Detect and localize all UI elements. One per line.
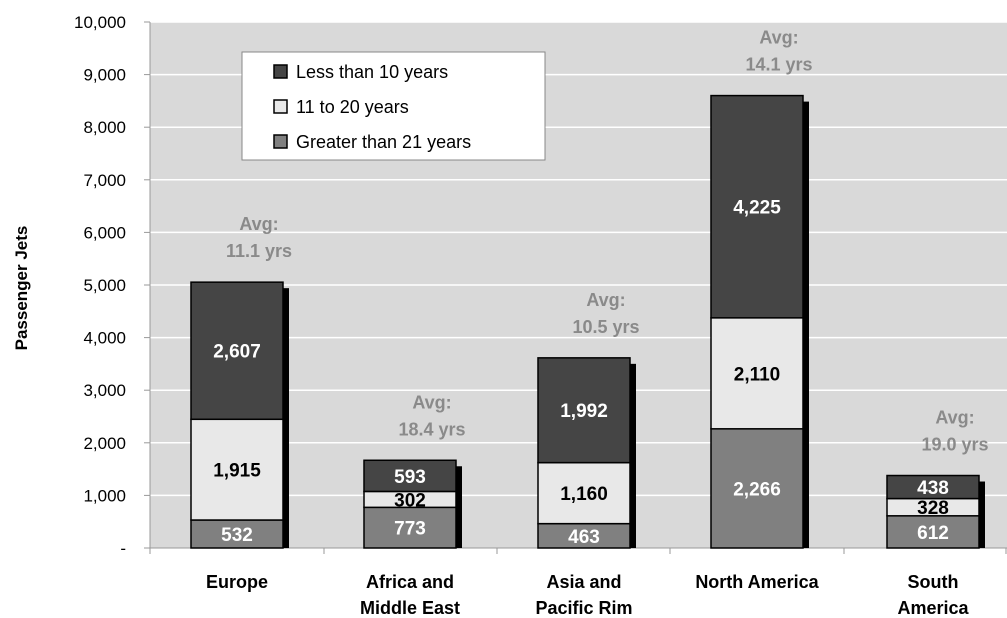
y-tick-label: 5,000 bbox=[83, 276, 126, 295]
legend-label: Greater than 21 years bbox=[296, 132, 471, 152]
data-label: 438 bbox=[917, 478, 949, 499]
legend-label: Less than 10 years bbox=[296, 62, 448, 82]
avg-annotation-value: 19.0 yrs bbox=[921, 435, 988, 455]
avg-annotation-value: 11.1 yrs bbox=[226, 241, 292, 261]
avg-annotation-label: Avg: bbox=[412, 392, 451, 412]
y-axis-title: Passenger Jets bbox=[12, 226, 31, 351]
legend: Less than 10 years 11 to 20 years Greater … bbox=[241, 51, 546, 161]
category-label: Africa and bbox=[366, 572, 454, 592]
data-label: 2,266 bbox=[733, 479, 781, 500]
data-label: 463 bbox=[568, 527, 600, 548]
data-label: 4,225 bbox=[733, 198, 781, 219]
data-label: 1,992 bbox=[560, 401, 608, 422]
legend-box bbox=[241, 51, 546, 161]
avg-annotation-label: Avg: bbox=[586, 290, 625, 310]
bar-segment bbox=[190, 281, 284, 421]
category-label: South bbox=[908, 572, 959, 592]
avg-annotation-label: Avg: bbox=[239, 214, 278, 234]
category-label: Pacific Rim bbox=[535, 598, 632, 618]
y-tick-label: 6,000 bbox=[83, 223, 126, 242]
y-tick-label: 2,000 bbox=[83, 434, 126, 453]
y-tick-label: 8,000 bbox=[83, 118, 126, 137]
category-label: Asia and bbox=[546, 572, 621, 592]
category-label: North America bbox=[695, 572, 819, 592]
data-label: 593 bbox=[394, 467, 426, 488]
avg-annotation-value: 10.5 yrs bbox=[572, 317, 639, 337]
y-tick-label: 4,000 bbox=[83, 329, 126, 348]
y-axis: - 1,000 2,000 3,000 4,000 5,000 6,000 7,000 8,00… bbox=[74, 13, 1007, 558]
data-label: 532 bbox=[221, 525, 253, 546]
avg-annotation-label: Avg: bbox=[935, 408, 974, 428]
data-label: 1,915 bbox=[213, 461, 261, 482]
y-tick-label: 9,000 bbox=[83, 66, 126, 85]
bar-segment bbox=[190, 519, 284, 549]
legend-swatch bbox=[273, 99, 288, 114]
legend-swatch bbox=[273, 134, 288, 149]
avg-annotation-value: 18.4 yrs bbox=[398, 419, 465, 439]
data-label: 773 bbox=[394, 519, 426, 540]
data-label: 302 bbox=[394, 490, 426, 511]
bar-segment bbox=[886, 474, 980, 500]
data-label: 1,160 bbox=[560, 484, 608, 505]
bar-segment bbox=[710, 428, 804, 549]
legend-label: 11 to 20 years bbox=[296, 97, 409, 117]
data-label: 2,110 bbox=[734, 364, 781, 385]
y-tick-label: 1,000 bbox=[83, 486, 126, 505]
bar-segment bbox=[537, 522, 631, 549]
bar-segment bbox=[537, 357, 631, 464]
y-tick-label: - bbox=[120, 539, 126, 558]
data-label: 328 bbox=[917, 498, 949, 519]
bar-segment bbox=[363, 459, 457, 493]
data-label: 2,607 bbox=[213, 342, 261, 363]
data-label: 612 bbox=[917, 523, 949, 544]
bar-segment bbox=[710, 94, 804, 319]
y-tick-label: 3,000 bbox=[83, 381, 126, 400]
category-label: Middle East bbox=[360, 598, 460, 618]
bar-segment bbox=[537, 461, 631, 525]
y-tick-label: 10,000 bbox=[74, 13, 126, 32]
bar-segment bbox=[710, 317, 804, 430]
avg-annotation-value: 14.1 yrs bbox=[745, 55, 812, 75]
category-label: America bbox=[897, 598, 969, 618]
category-labels: Europe Africa and Middle East Asia and Pacif… bbox=[206, 572, 970, 618]
category-label: Europe bbox=[206, 572, 268, 592]
average-annotations: Avg: 11.1 yrs Avg: 18.4 yrs Avg: 10.5 yrs Avg:… bbox=[226, 28, 989, 455]
legend-swatch bbox=[273, 64, 288, 79]
avg-annotation-label: Avg: bbox=[759, 28, 798, 48]
y-tick-label: 7,000 bbox=[83, 171, 126, 190]
